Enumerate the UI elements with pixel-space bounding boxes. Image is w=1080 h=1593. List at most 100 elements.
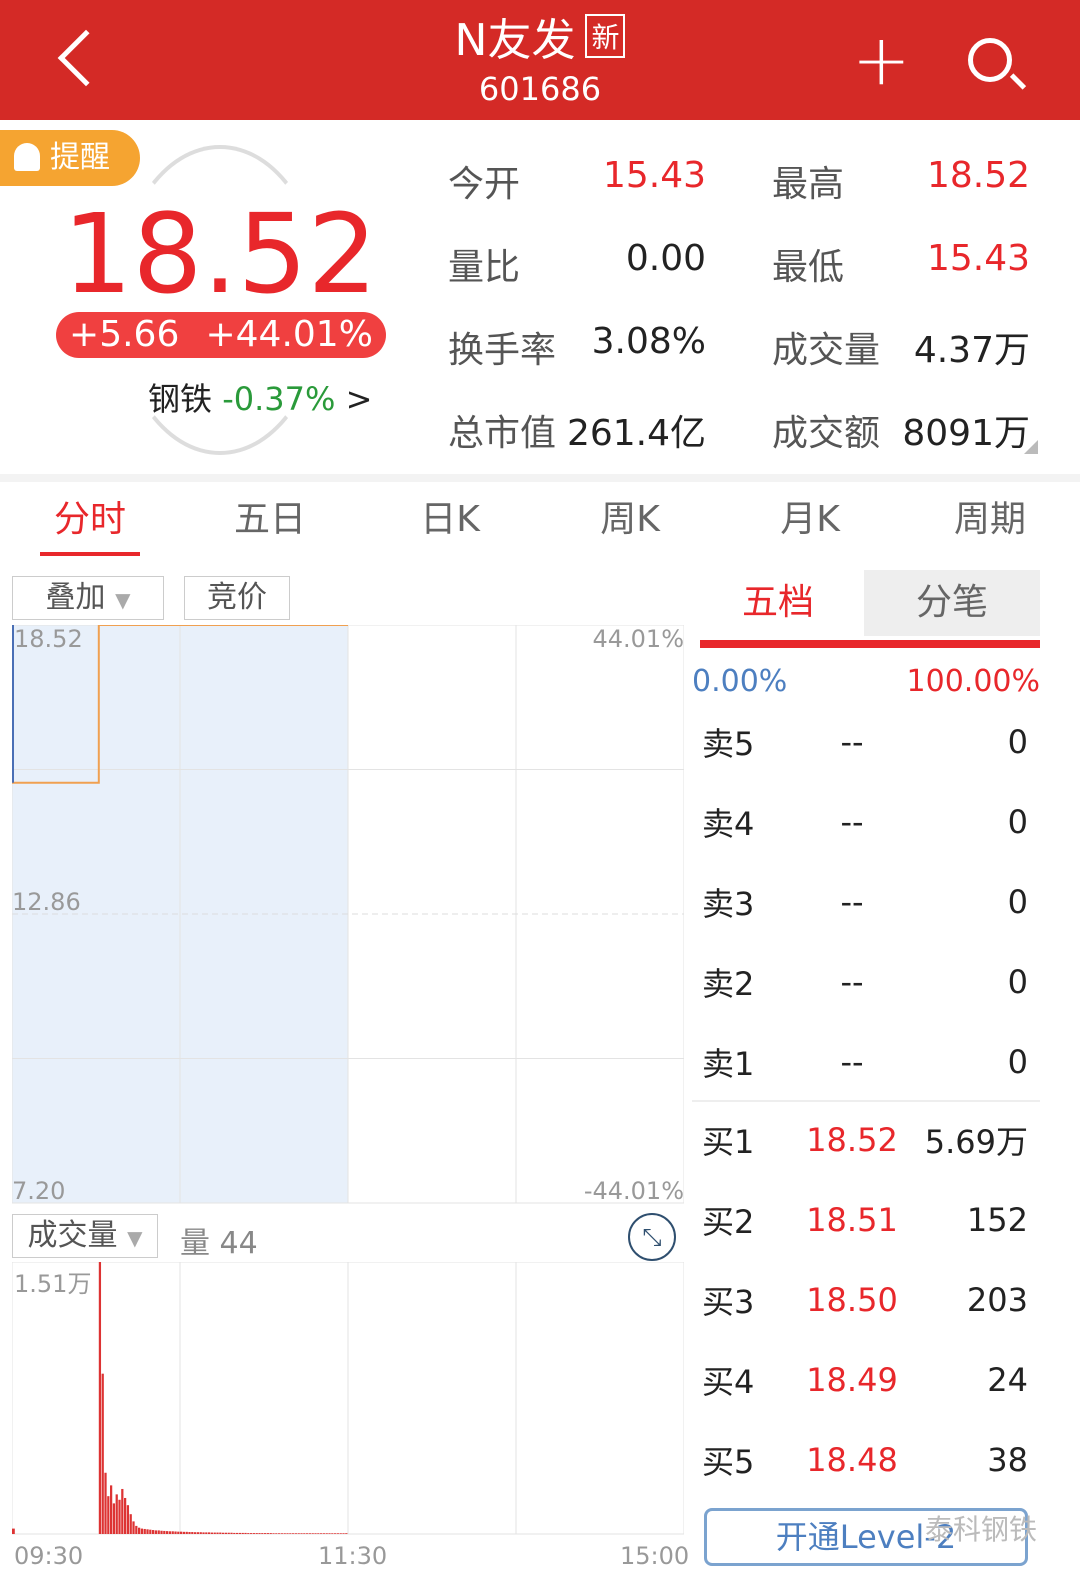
volume-bar — [272, 1533, 275, 1534]
search-icon[interactable] — [968, 38, 1012, 82]
order-price: 18.49 — [806, 1361, 898, 1399]
volume-bar — [219, 1532, 222, 1534]
overlay-select[interactable]: 叠加 ▼ — [12, 576, 164, 620]
industry-link[interactable]: 钢铁 -0.37% > — [148, 374, 372, 420]
tab-0[interactable]: 分时 — [53, 499, 126, 540]
volume-bar — [345, 1533, 348, 1534]
volume-bar — [230, 1532, 233, 1534]
order-price: 18.51 — [806, 1201, 898, 1239]
volume-bar — [227, 1532, 230, 1534]
price-mid-label: 12.86 — [12, 888, 81, 916]
order-row: 卖3 -- 0 — [702, 872, 1028, 932]
volume-bar — [121, 1488, 124, 1534]
order-vol: 203 — [966, 1281, 1028, 1319]
stat-value: 261.4亿 — [566, 413, 706, 454]
volume-bar — [135, 1525, 138, 1534]
stat-value: 4.37万 — [913, 330, 1030, 371]
order-name: 买1 — [702, 1123, 755, 1161]
volume-bar — [252, 1533, 256, 1534]
volume-select[interactable]: 成交量 ▼ — [12, 1214, 158, 1258]
current-price: 18.52 — [62, 190, 378, 318]
stat-label: 最高 — [772, 164, 845, 205]
tab-tick-detail[interactable]: 分笔 — [864, 570, 1040, 636]
stat-value: 15.43 — [602, 155, 706, 196]
stat-label: 成交量 — [772, 330, 881, 371]
volume-bar — [278, 1533, 281, 1534]
volume-bar — [124, 1497, 127, 1534]
buy-sell-ratio-bar — [700, 640, 1040, 648]
order-price: -- — [840, 883, 864, 921]
intraday-chart[interactable] — [12, 625, 684, 1205]
order-price: 18.50 — [806, 1281, 898, 1319]
volume-bar — [306, 1533, 309, 1534]
volume-bar — [244, 1532, 247, 1534]
volume-bar — [266, 1533, 270, 1534]
order-price: 18.52 — [806, 1121, 898, 1159]
sell-ratio: 0.00% — [692, 664, 788, 699]
tab-4[interactable]: 月K — [780, 499, 840, 540]
price-ring-decoration — [115, 145, 325, 455]
tab-1[interactable]: 五日 — [233, 499, 306, 540]
stat-label: 今开 — [448, 164, 521, 205]
expand-corner-icon[interactable] — [1024, 440, 1038, 454]
overlay-label: 叠加 — [45, 580, 106, 615]
volume-bar — [255, 1533, 258, 1534]
volume-readout: 量 44 — [180, 1226, 258, 1261]
bell-icon — [14, 143, 40, 171]
order-row: 卖4 -- 0 — [702, 792, 1028, 852]
volume-bar — [12, 1528, 15, 1534]
price-change-pct: +44.01% — [205, 314, 373, 355]
volume-bar — [336, 1533, 340, 1534]
industry-pct: -0.37% — [222, 380, 336, 418]
volume-bar — [177, 1531, 180, 1534]
volume-bar — [317, 1533, 320, 1534]
stat-label: 总市值 — [448, 413, 557, 454]
tab-2[interactable]: 日K — [420, 499, 480, 540]
volume-bar — [191, 1532, 194, 1534]
volume-bar — [107, 1496, 110, 1534]
active-tab-indicator — [40, 552, 140, 556]
tab-3[interactable]: 周K — [600, 499, 660, 540]
price-line — [12, 625, 348, 784]
volume-bar — [185, 1531, 188, 1534]
volume-bar — [286, 1533, 289, 1534]
tab-five-levels[interactable]: 五档 — [692, 570, 864, 636]
fullscreen-icon[interactable]: ⤡ — [628, 1213, 676, 1261]
volume-bar — [98, 1262, 102, 1534]
volume-bar — [322, 1533, 326, 1534]
order-name: 卖4 — [702, 805, 755, 843]
header-bar: N友发新 601686 + — [0, 0, 1080, 120]
volume-bar — [110, 1485, 113, 1534]
level2-button[interactable]: 开通Level-2 — [704, 1508, 1028, 1566]
add-icon[interactable]: + — [852, 19, 911, 101]
pct-min-label: -44.01% — [583, 1177, 684, 1205]
order-price: -- — [840, 803, 864, 841]
volume-bar — [166, 1531, 169, 1534]
auction-button[interactable]: 竞价 — [184, 576, 290, 620]
tab-5[interactable]: 周期 — [953, 499, 1026, 540]
order-name: 买2 — [702, 1203, 755, 1241]
volume-bar — [160, 1530, 163, 1534]
volume-bar — [205, 1532, 208, 1534]
volume-bar — [104, 1472, 107, 1534]
order-price: 18.48 — [806, 1441, 898, 1479]
volume-bar — [194, 1532, 197, 1534]
volume-bar — [146, 1529, 149, 1534]
order-vol: 0 — [1007, 963, 1028, 1001]
stat-label: 最低 — [772, 247, 845, 288]
volume-bar — [289, 1533, 292, 1534]
order-vol: 0 — [1007, 883, 1028, 921]
volume-bar — [171, 1531, 174, 1534]
price-min-label: 7.20 — [12, 1177, 66, 1205]
volume-bar — [283, 1533, 286, 1534]
volume-bar — [152, 1530, 155, 1534]
price-max-label: 18.52 — [14, 625, 83, 653]
volume-bar — [238, 1532, 242, 1534]
volume-bar — [247, 1533, 250, 1534]
volume-bar — [261, 1533, 264, 1534]
volume-bar — [303, 1533, 306, 1534]
chevron-right-icon: > — [345, 380, 373, 418]
volume-bar — [188, 1532, 191, 1534]
volume-bar — [224, 1532, 228, 1534]
order-price: -- — [840, 963, 864, 1001]
